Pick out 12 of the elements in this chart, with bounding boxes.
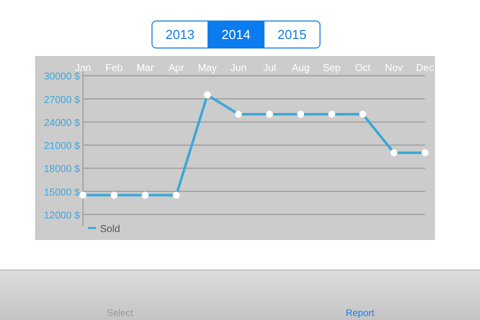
text: 2014 bbox=[222, 27, 250, 42]
legend-label: Sold bbox=[100, 224, 120, 235]
text: 2015 bbox=[278, 27, 306, 42]
y-tick-label: 24000 $ bbox=[44, 118, 80, 129]
text: Report bbox=[346, 308, 375, 319]
y-tick-label: 30000 $ bbox=[44, 72, 80, 83]
y-tick-label: 21000 $ bbox=[44, 141, 80, 152]
y-tick-label: 15000 $ bbox=[44, 187, 80, 198]
y-tick-label: 18000 $ bbox=[44, 164, 80, 176]
y-tick-label: 27000 $ bbox=[44, 94, 80, 106]
y-tick-label: 12000 $ bbox=[44, 210, 80, 222]
text: 2013 bbox=[166, 27, 194, 42]
